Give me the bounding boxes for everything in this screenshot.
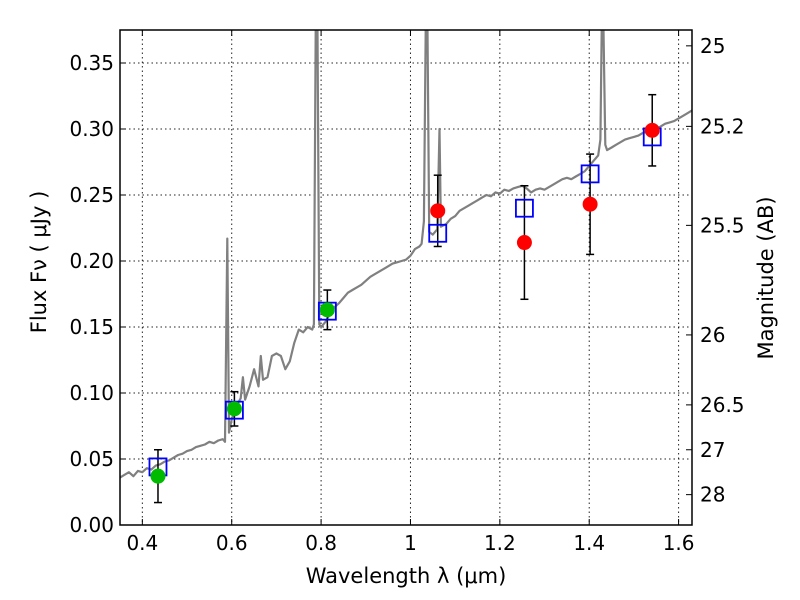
model-spectrum-line xyxy=(120,30,692,479)
observed-point xyxy=(226,401,242,417)
observed-point xyxy=(644,122,660,138)
x-tick-label: 0.8 xyxy=(305,531,337,555)
right-tick-label: 27 xyxy=(700,438,725,462)
y-tick-label: 0.05 xyxy=(69,447,114,471)
model-band-square xyxy=(515,198,534,218)
x-axis-title: Wavelength λ (μm) xyxy=(306,564,507,588)
y-tick-label: 0.15 xyxy=(69,315,114,339)
y-tick-label: 0.00 xyxy=(69,513,114,537)
right-axis-title: Magnitude (AB) xyxy=(754,196,778,359)
x-tick-label: 1.2 xyxy=(484,531,516,555)
grid xyxy=(120,30,692,526)
x-tick-label: 0.6 xyxy=(216,531,248,555)
x-tick-label: 1.6 xyxy=(663,531,695,555)
observed-point xyxy=(516,235,532,251)
y-axis-title: Flux Fν ( μJy ) xyxy=(27,191,51,334)
x-tick-label: 1 xyxy=(404,531,417,555)
y-tick-label: 0.30 xyxy=(69,117,114,141)
right-tick-label: 25 xyxy=(700,34,725,58)
spectrum-layer xyxy=(120,30,692,479)
ticks-layer: 0.4 0.6 0.8 1 1.2 1.4 1.6 0.00 0.05 0.10 0.15 0.20 0… xyxy=(69,30,745,555)
marks-layer xyxy=(148,93,662,504)
observed-point xyxy=(582,196,598,212)
observed-point xyxy=(319,302,335,318)
x-tick-label: 1.4 xyxy=(573,531,605,555)
right-tick-label: 25.5 xyxy=(700,213,745,237)
y-tick-label: 0.20 xyxy=(69,249,114,273)
y-tick-label: 0.35 xyxy=(69,51,114,75)
right-tick-label: 26.5 xyxy=(700,393,745,417)
right-tick-label: 26 xyxy=(700,323,725,347)
observed-point xyxy=(430,203,446,219)
right-tick-label: 28 xyxy=(700,483,725,507)
right-tick-label: 25.2 xyxy=(700,114,745,138)
observed-point xyxy=(150,468,166,484)
model-band-square xyxy=(580,164,600,184)
y-tick-label: 0.10 xyxy=(69,381,114,405)
x-tick-label: 0.4 xyxy=(126,531,158,555)
plot-frame xyxy=(119,29,693,526)
y-tick-label: 0.25 xyxy=(69,183,114,207)
model-band-square xyxy=(428,223,448,243)
